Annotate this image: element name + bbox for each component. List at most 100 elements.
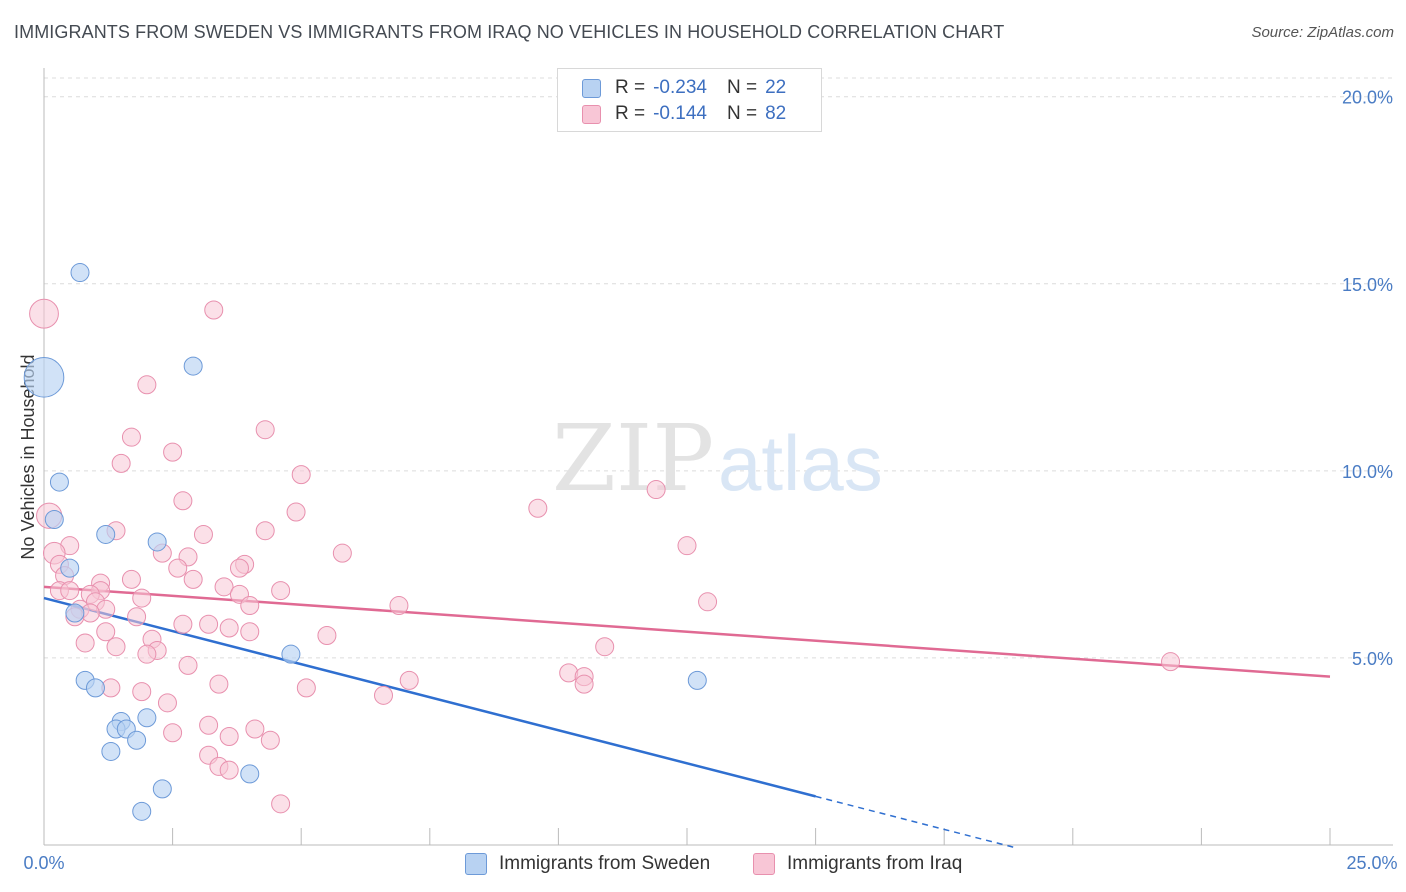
- stats-row-sweden: R = -0.234 N = 22: [582, 76, 786, 100]
- point-iraq: [374, 685, 394, 705]
- legend-label-sweden: Immigrants from Sweden: [499, 853, 711, 874]
- point-iraq: [29, 298, 59, 329]
- point-iraq: [219, 760, 239, 780]
- x-tick-label-min: 0.0%: [23, 853, 64, 873]
- point-iraq: [1161, 652, 1181, 672]
- point-sweden: [49, 472, 69, 492]
- point-iraq: [528, 498, 548, 518]
- point-iraq: [271, 794, 291, 814]
- point-iraq: [255, 521, 275, 541]
- point-iraq: [111, 453, 131, 473]
- axes: [43, 68, 1393, 846]
- point-iraq: [137, 644, 157, 664]
- point-iraq: [255, 420, 275, 440]
- point-sweden: [281, 644, 301, 664]
- r-value-iraq: -0.144: [653, 103, 707, 124]
- point-iraq: [240, 596, 260, 616]
- point-sweden: [70, 263, 90, 283]
- point-iraq: [229, 558, 249, 578]
- point-iraq: [245, 719, 265, 739]
- point-iraq: [132, 588, 152, 608]
- point-iraq: [132, 682, 152, 702]
- trend-line-sweden: [43, 596, 816, 798]
- point-iraq: [698, 592, 718, 612]
- point-sweden: [23, 357, 65, 398]
- point-iraq: [199, 715, 219, 735]
- y-tick-label: 20.0%: [1342, 88, 1393, 108]
- data-points: [23, 263, 1181, 821]
- point-sweden: [96, 524, 116, 544]
- source-credit: Source: ZipAtlas.com: [1251, 24, 1394, 41]
- point-iraq: [677, 536, 697, 556]
- iraq-swatch: [582, 104, 601, 124]
- watermark-zip: ZIP: [552, 405, 714, 512]
- point-iraq: [127, 607, 147, 627]
- point-iraq: [163, 442, 183, 462]
- stats-row-iraq: R = -0.144 N = 82: [582, 102, 786, 126]
- point-iraq: [163, 723, 183, 743]
- point-sweden: [152, 779, 172, 799]
- point-sweden: [240, 764, 260, 784]
- point-iraq: [199, 614, 219, 634]
- series-legend: Immigrants from Sweden Immigrants from I…: [0, 850, 1406, 878]
- point-iraq: [219, 726, 239, 746]
- point-sweden: [132, 801, 152, 821]
- point-iraq: [271, 581, 291, 601]
- point-iraq: [193, 524, 213, 544]
- y-tick-label: 15.0%: [1342, 275, 1393, 295]
- point-iraq: [595, 637, 615, 657]
- point-sweden: [687, 670, 707, 690]
- point-iraq: [137, 375, 157, 395]
- n-value-sweden: 22: [765, 77, 787, 98]
- point-iraq: [317, 625, 337, 645]
- point-iraq: [332, 543, 352, 563]
- point-iraq: [574, 674, 594, 694]
- point-iraq: [240, 622, 260, 642]
- point-sweden: [101, 741, 121, 761]
- point-iraq: [168, 558, 188, 578]
- point-iraq: [286, 502, 306, 522]
- point-iraq: [291, 465, 311, 485]
- point-iraq: [157, 693, 177, 713]
- point-iraq: [399, 670, 419, 690]
- point-sweden: [183, 356, 203, 376]
- point-iraq: [121, 569, 141, 589]
- point-sweden: [137, 708, 157, 728]
- iraq-legend-swatch: [753, 853, 775, 875]
- point-iraq: [646, 480, 666, 500]
- point-iraq: [121, 427, 141, 447]
- point-sweden: [147, 532, 167, 552]
- point-sweden: [60, 558, 80, 578]
- point-iraq: [389, 596, 409, 616]
- point-iraq: [173, 491, 193, 511]
- point-sweden: [127, 730, 147, 750]
- sweden-swatch: [582, 78, 601, 98]
- n-value-iraq: 82: [765, 103, 787, 124]
- point-iraq: [178, 655, 198, 675]
- point-iraq: [96, 622, 116, 642]
- legend-item-sweden[interactable]: Immigrants from Sweden: [465, 853, 710, 875]
- chart-title: IMMIGRANTS FROM SWEDEN VS IMMIGRANTS FRO…: [14, 22, 1005, 42]
- r-label: R =: [615, 77, 646, 98]
- point-iraq: [60, 581, 80, 601]
- legend-item-iraq[interactable]: Immigrants from Iraq: [753, 853, 962, 875]
- y-tick-labels: 5.0% 10.0% 15.0% 20.0%: [1342, 88, 1393, 669]
- stats-legend: R = -0.234 N = 22 R = -0.144 N = 82: [557, 68, 822, 132]
- trend-line-sweden-extension: [815, 795, 1017, 849]
- point-sweden: [44, 509, 64, 529]
- point-sweden: [85, 678, 105, 698]
- r-value-sweden: -0.234: [653, 77, 707, 98]
- x-tick-label-max: 25.0%: [1346, 853, 1397, 873]
- point-iraq: [75, 633, 95, 653]
- point-iraq: [183, 569, 203, 589]
- y-tick-label: 5.0%: [1352, 649, 1393, 669]
- point-iraq: [260, 730, 280, 750]
- r-label: R =: [615, 103, 646, 124]
- y-tick-label: 10.0%: [1342, 462, 1393, 482]
- point-iraq: [214, 577, 234, 597]
- point-iraq: [296, 678, 316, 698]
- point-iraq: [209, 674, 229, 694]
- point-iraq: [106, 637, 126, 657]
- watermark-atlas: atlas: [718, 419, 883, 507]
